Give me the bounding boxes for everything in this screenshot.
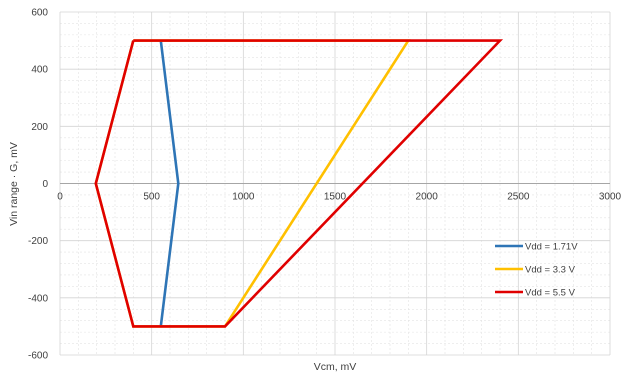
legend-label-vdd-3-3-v: Vdd = 3.3 V (525, 265, 576, 276)
y-tick-label: -400 (28, 293, 48, 304)
y-tick-label: 600 (31, 8, 48, 19)
y-tick-label: -600 (28, 351, 48, 362)
y-tick-label: -200 (28, 236, 48, 247)
legend-label-vdd-5-5-v: Vdd = 5.5 V (525, 288, 576, 299)
x-tick-label: 0 (57, 192, 63, 203)
x-tick-labels: 0 500 1000 1500 2000 2500 3000 (57, 192, 621, 203)
y-tick-label: 200 (31, 122, 48, 133)
y-axis-title: Vin range · G, mV (8, 142, 20, 226)
y-tick-label: 400 (31, 65, 48, 76)
legend: Vdd = 1.71V Vdd = 3.3 V Vdd = 5.5 V (495, 242, 578, 299)
x-tick-label: 3000 (599, 192, 622, 203)
series-line-vdd-5-5-v (94, 39, 504, 328)
series-lines (94, 39, 504, 328)
series-line-vdd-1-71v (159, 40, 180, 327)
y-tick-labels: 600 400 200 0 -200 -400 -600 (28, 8, 48, 362)
x-axis-title: Vcm, mV (314, 361, 357, 373)
x-tick-label: 500 (143, 192, 160, 203)
legend-label-vdd-1-71v: Vdd = 1.71V (525, 242, 578, 253)
x-tick-label: 1500 (324, 192, 347, 203)
y-tick-label: 0 (42, 179, 48, 190)
x-tick-label: 1000 (232, 192, 255, 203)
x-tick-label: 2500 (507, 192, 530, 203)
x-tick-label: 2000 (416, 192, 439, 203)
